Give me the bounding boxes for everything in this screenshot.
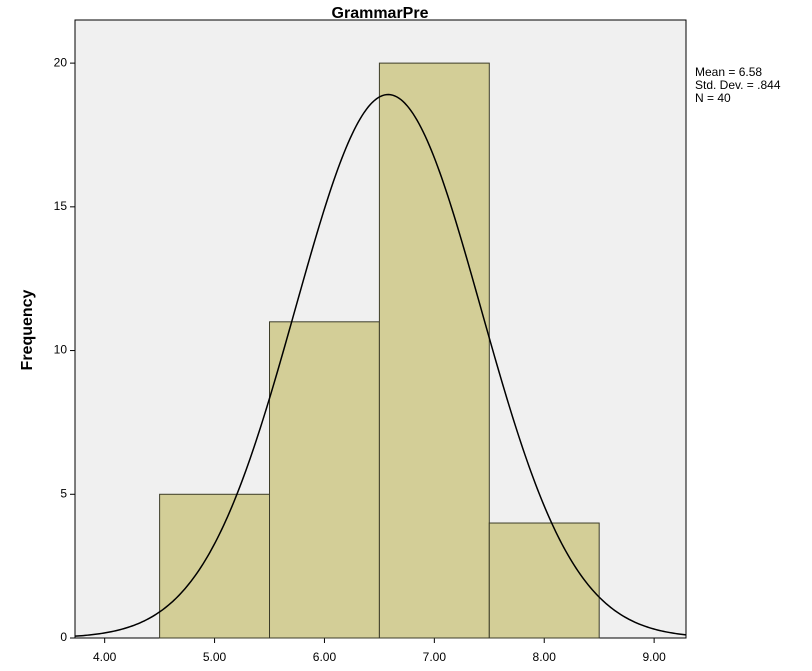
x-tick-label: 6.00	[313, 650, 337, 664]
stat-std-dev: Std. Dev. = .844	[695, 78, 781, 92]
y-axis-label: Frequency	[19, 289, 36, 370]
x-tick-label: 5.00	[203, 650, 227, 664]
normal-curve	[74, 93, 687, 637]
stat-mean: Mean = 6.58	[695, 65, 762, 79]
x-tick-label: 7.00	[423, 650, 447, 664]
y-tick-label: 5	[60, 486, 67, 500]
bar	[488, 522, 600, 639]
y-tick-label: 20	[54, 55, 68, 69]
x-tick-label: 4.00	[93, 650, 117, 664]
y-tick-label: 15	[54, 199, 68, 213]
x-tick-label: 8.00	[533, 650, 557, 664]
y-tick-label: 10	[54, 343, 68, 357]
bar	[159, 493, 271, 639]
y-tick-label: 0	[60, 630, 67, 644]
stat-n: N = 40	[695, 91, 731, 105]
bar	[378, 62, 490, 639]
bar	[269, 321, 380, 639]
chart-title: GrammarPre	[332, 5, 429, 22]
x-tick-label: 9.00	[642, 650, 666, 664]
